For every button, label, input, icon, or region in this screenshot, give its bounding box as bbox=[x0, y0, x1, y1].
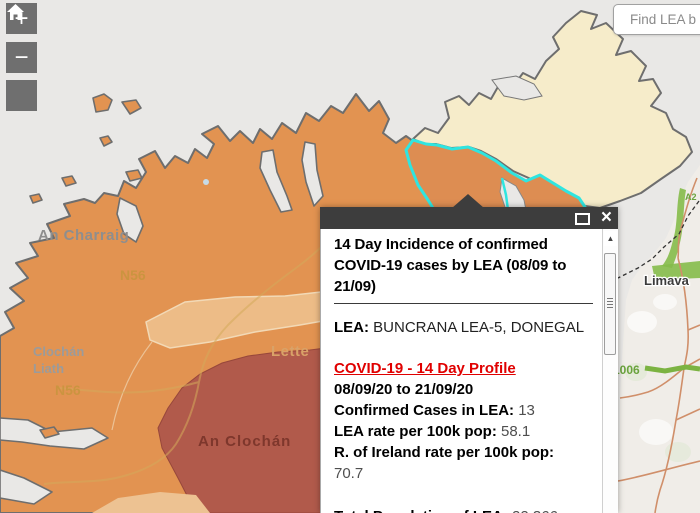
divider bbox=[334, 303, 593, 304]
total-population-label: Total Population of LEA: bbox=[334, 508, 508, 513]
confirmed-cases-value: 13 bbox=[518, 402, 535, 419]
lea-rate-line: LEA rate per 100k pop: 58.1 bbox=[334, 421, 593, 442]
popup-body: 14 Day Incidence of confirmed COVID-19 c… bbox=[320, 229, 618, 513]
lea-value: BUNCRANA LEA-5, DONEGAL bbox=[373, 319, 585, 336]
railway-line bbox=[617, 200, 700, 279]
green-road bbox=[644, 364, 700, 374]
label-an-clochan: An Clochán bbox=[198, 433, 291, 450]
lea-name-line: LEA: BUNCRANA LEA-5, DONEGAL bbox=[334, 317, 593, 338]
close-icon[interactable]: × bbox=[600, 207, 612, 228]
islands bbox=[29, 93, 143, 439]
search-input[interactable] bbox=[613, 4, 700, 35]
scrollbar-thumb[interactable] bbox=[604, 253, 616, 355]
label-clochan-liath-1: Clochán bbox=[33, 344, 84, 359]
lea-region-tan[interactable] bbox=[92, 492, 210, 513]
feature-popup: × 14 Day Incidence of confirmed COVID-19… bbox=[320, 194, 618, 513]
label-road-1006: 1006 bbox=[613, 363, 640, 377]
inishowen-bay bbox=[491, 75, 543, 101]
zoom-controls: + − bbox=[6, 3, 37, 111]
roi-rate-value: 70.7 bbox=[334, 465, 364, 482]
roi-rate-line: R. of Ireland rate per 100k pop: 70.7 bbox=[334, 442, 584, 484]
ni-basemap bbox=[617, 165, 700, 513]
scroll-up-arrow-icon[interactable]: ▲ bbox=[604, 231, 617, 246]
label-limavady: Limava bbox=[644, 273, 690, 288]
river-green bbox=[662, 188, 686, 268]
popup-titlebar[interactable]: × bbox=[320, 207, 618, 229]
confirmed-cases-label: Confirmed Cases in LEA: bbox=[334, 402, 515, 419]
total-population-line: Total Population of LEA: 22,366 bbox=[334, 506, 593, 513]
label-n56-south: N56 bbox=[55, 382, 81, 398]
label-road-a2: A2 bbox=[685, 192, 697, 202]
covid-profile-link[interactable]: COVID-19 - 14 Day Profile bbox=[334, 360, 516, 377]
small-lake bbox=[203, 179, 209, 185]
lea-search bbox=[613, 4, 700, 35]
confirmed-cases-line: Confirmed Cases in LEA: 13 bbox=[334, 400, 593, 421]
profile-link-line: COVID-19 - 14 Day Profile bbox=[334, 358, 593, 379]
ni-roads bbox=[617, 177, 700, 513]
popup-scrollbar[interactable]: ▲ bbox=[602, 229, 618, 513]
lea-rate-label: LEA rate per 100k pop: bbox=[334, 423, 497, 440]
total-population-value: 22,366 bbox=[512, 508, 558, 513]
roi-rate-label: R. of Ireland rate per 100k pop: bbox=[334, 444, 555, 461]
zoom-out-button[interactable]: − bbox=[6, 42, 37, 73]
label-clochan-liath-2: Liath bbox=[33, 361, 64, 376]
label-n56-north: N56 bbox=[120, 267, 146, 283]
scrollbar-grip bbox=[607, 298, 613, 310]
maximize-icon[interactable] bbox=[575, 213, 590, 225]
date-range: 08/09/20 to 21/09/20 bbox=[334, 381, 474, 398]
home-button[interactable] bbox=[6, 4, 37, 111]
lea-label: LEA: bbox=[334, 319, 369, 336]
popup-anchor-caret bbox=[452, 194, 484, 208]
popup-title: 14 Day Incidence of confirmed COVID-19 c… bbox=[334, 236, 567, 295]
lea-region-buncrana-selected[interactable] bbox=[404, 138, 587, 215]
lea-rate-value: 58.1 bbox=[501, 423, 531, 440]
label-an-charraig: An Charraig bbox=[38, 227, 129, 244]
label-letterkenny: Lette bbox=[271, 343, 309, 360]
n56-road bbox=[43, 212, 353, 485]
